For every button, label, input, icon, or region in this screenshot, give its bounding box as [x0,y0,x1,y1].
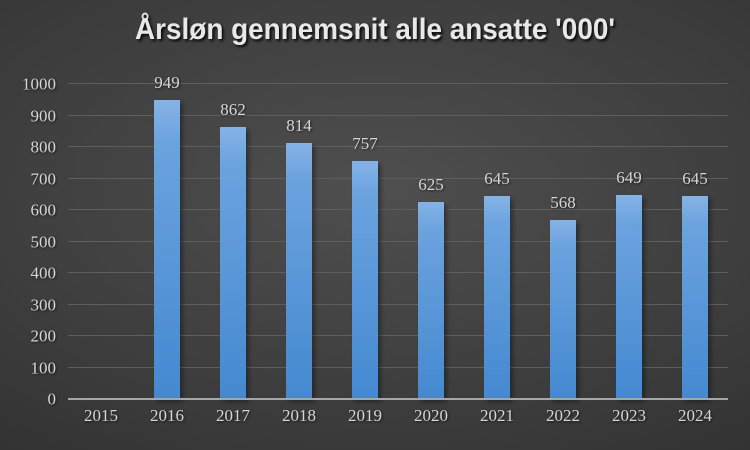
y-tick-label: 900 [30,106,57,125]
y-tick-label: 200 [30,326,57,346]
bar-slot-2020: 625 [398,84,464,399]
bar-slot-2023: 649 [596,84,662,399]
bar-value-label: 814 [286,115,312,135]
gridline [68,272,728,273]
gridline [68,303,728,305]
bar-value-label: 949 [154,73,180,93]
bar-2024 [682,195,708,399]
bar-slot-2021: 645 [464,84,530,399]
x-tick-label: 2019 [348,406,382,425]
y-tick-label: 700 [30,169,57,188]
y-tick-label: 0 [47,389,57,409]
bar-value-label: 757 [352,133,378,153]
bar-value-label: 568 [550,193,576,213]
y-axis: 0 100 200 300 400 500 600 700 800 900 1000 [0,76,57,408]
gridline [68,209,728,210]
bar-slot-2015 [68,84,134,399]
y-tick-label: 1000 [22,74,56,94]
bar-slot-2016: 949 [134,74,200,399]
y-tick-label: 100 [30,358,57,377]
x-tick-label: 2018 [282,406,316,425]
bar-2016 [154,100,180,399]
y-tick-label: 500 [30,232,57,251]
bar-value-label: 645 [484,168,510,188]
x-tick-label: 2016 [150,406,184,425]
gridline [68,83,728,84]
bar-slot-2017: 862 [200,84,266,399]
x-tick-label: 2022 [546,406,580,425]
y-tick-label: 400 [30,263,57,283]
gridline [68,366,728,368]
bar-slot-2019: 757 [332,84,398,399]
x-tick-label: 2021 [480,406,514,425]
x-axis-baseline [68,398,728,400]
chart-title: Årsløn gennemsnit alle ansatte '000' [135,13,615,46]
bar-2018 [286,142,312,399]
bar-2019 [352,160,378,399]
gridline [68,335,728,336]
bar-value-label: 862 [220,100,246,120]
x-tick-label: 2024 [678,406,712,425]
y-tick-label: 800 [30,137,57,157]
bar-value-label: 645 [682,168,708,188]
x-tick-label: 2020 [414,406,448,425]
bar-2017 [220,127,246,399]
gridline [68,240,728,242]
x-axis: 2015 2016 2017 2018 2019 2020 2021 2022 2023 2024 [68,406,728,426]
gridline [68,146,728,147]
slots: 949 862 814 757 625 645 568 649 645 [68,74,728,399]
x-tick-label: 2015 [84,406,118,425]
bar-2020 [418,202,444,399]
bar-slot-2018: 814 [266,84,332,399]
bar-slot-2024: 645 [662,84,728,399]
gridline [68,177,728,179]
bar-value-label: 625 [418,175,444,195]
bar-value-label: 649 [616,167,642,187]
y-tick-label: 600 [30,200,57,220]
plot-area: 949 862 814 757 625 645 568 649 645 [68,74,728,400]
x-tick-label: 2023 [612,406,646,425]
bar-slot-2022: 568 [530,84,596,399]
y-tick-label: 300 [30,295,57,314]
bar-2023 [616,194,642,399]
bar-2022 [550,220,576,399]
gridline [68,114,728,116]
bar-2021 [484,195,510,399]
x-tick-label: 2017 [216,406,250,425]
